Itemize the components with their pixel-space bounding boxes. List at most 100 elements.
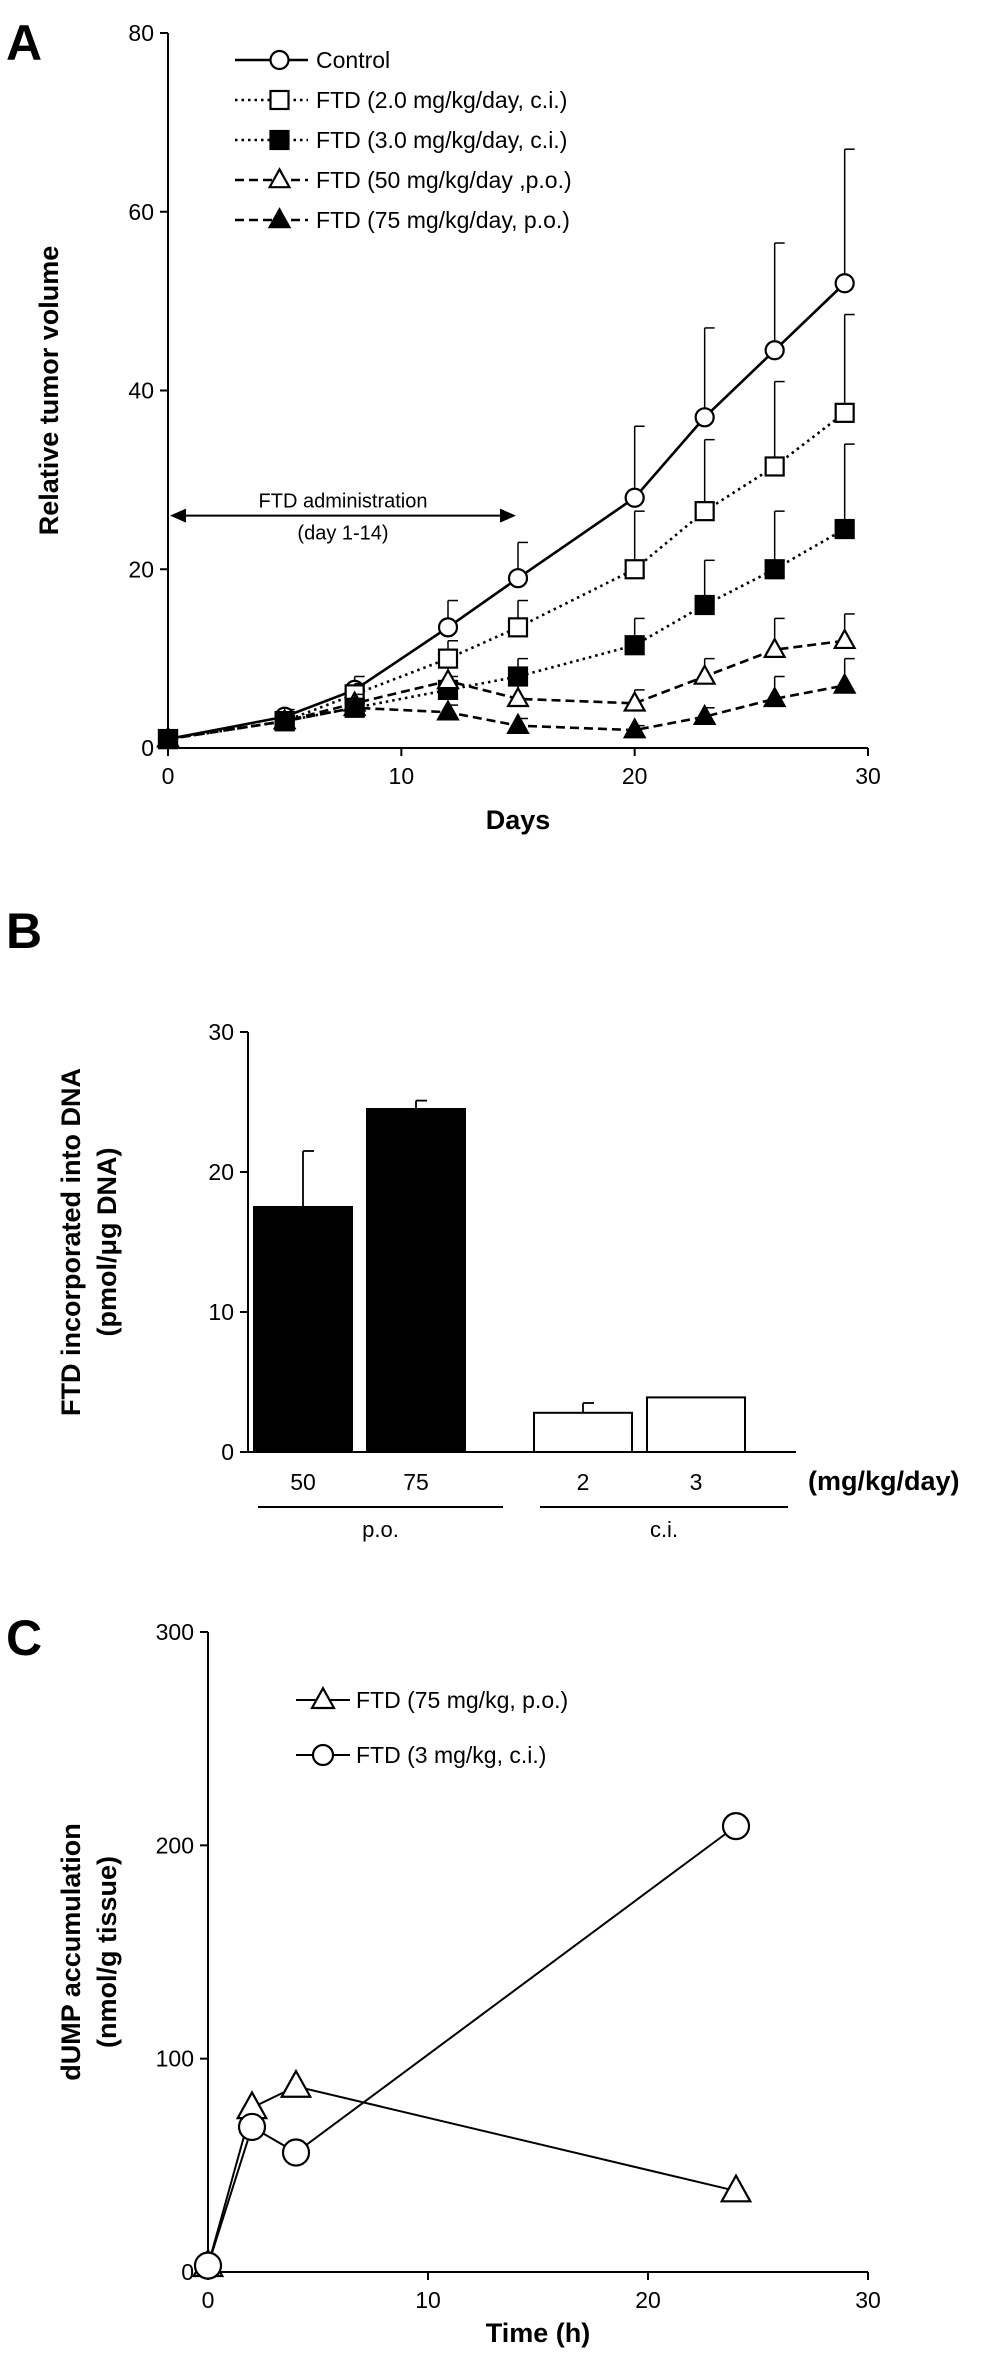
series-1 [191, 2068, 753, 2278]
bar [253, 1206, 353, 1453]
tumor-volume-line-chart: 0 20 40 60 80 0 10 20 30 Days Relative tumor volum… [34, 20, 881, 835]
y-tick-label: 60 [128, 199, 154, 225]
legend-label: FTD (3 mg/kg, c.i.) [356, 1742, 546, 1768]
bar [366, 1108, 466, 1453]
legend-entry-2: FTD (3 mg/kg, c.i.) [296, 1742, 546, 1768]
data-point [281, 2138, 311, 2167]
y-axis-title: FTD incorporated into DNA [56, 1068, 86, 1416]
y-tick-label: 300 [156, 1619, 194, 1645]
y-axis-subtitle: (nmol/g tissue) [92, 1856, 122, 2048]
y-tick-label: 200 [156, 1832, 194, 1858]
legend-entry-4: FTD (50 mg/kg/day ,p.o.) [235, 167, 572, 193]
x-axis-title: Time (h) [486, 2318, 591, 2348]
data-point [624, 559, 645, 580]
group-label: c.i. [650, 1517, 678, 1542]
series-2 [157, 313, 855, 750]
data-point [764, 559, 785, 580]
data-point [834, 518, 855, 540]
panel-letter-c: C [6, 1610, 42, 1666]
data-point [507, 568, 529, 589]
y-tick-label: 0 [181, 2259, 194, 2285]
data-point [624, 487, 645, 508]
category-label: 3 [690, 1469, 703, 1495]
legend-marker [267, 167, 292, 189]
annotation-arrow-head-left [170, 508, 186, 523]
legend-label: FTD (50 mg/kg/day ,p.o.) [316, 167, 572, 193]
y-tick-label: 0 [221, 1439, 234, 1465]
legend-marker [311, 1743, 335, 1767]
data-point [762, 636, 787, 658]
panel-letter-a: A [6, 15, 42, 71]
bar-1 [253, 1150, 353, 1453]
y-tick-label: 20 [208, 1159, 234, 1185]
x-tick-label: 10 [415, 2287, 441, 2313]
legend-entry-1: Control [235, 47, 390, 73]
annotation-sublabel: (day 1-14) [297, 523, 388, 545]
x-tick-label: 20 [635, 2287, 661, 2313]
legend-entry-1: FTD (75 mg/kg, p.o.) [296, 1685, 568, 1713]
series-4 [156, 613, 857, 748]
dump-accumulation-line-chart: 0 100 200 300 0 10 20 30 Time (h) dUMP accumulati… [56, 1619, 881, 2348]
data-point [272, 708, 297, 730]
data-point [437, 617, 459, 638]
unit-label: (mg/kg/day) [808, 1466, 960, 1496]
data-point [506, 712, 530, 734]
bar-2 [366, 1099, 466, 1453]
x-axis-title: Days [486, 805, 551, 835]
bar-4 [646, 1396, 746, 1454]
legend-label: Control [316, 47, 390, 73]
data-point [832, 672, 857, 694]
data-point [721, 1812, 751, 1841]
legend-marker [267, 207, 292, 229]
data-point [694, 501, 715, 522]
data-point [507, 666, 529, 687]
data-point [694, 594, 715, 616]
x-tick-label: 30 [855, 763, 881, 789]
series-5 [156, 657, 857, 748]
panel-letter-b: B [6, 903, 42, 959]
series-line [207, 1825, 737, 2266]
data-point [279, 2068, 313, 2098]
y-tick-label: 100 [156, 2046, 194, 2072]
group-label: p.o. [362, 1517, 399, 1542]
data-point [692, 663, 717, 685]
data-point [624, 635, 645, 656]
bar-3 [533, 1402, 633, 1454]
data-point [622, 690, 647, 712]
data-point [156, 726, 180, 748]
y-tick-label: 40 [128, 378, 154, 404]
series-line [167, 411, 846, 741]
category-label: 75 [403, 1469, 429, 1495]
data-point [342, 694, 367, 717]
data-point [622, 717, 647, 739]
x-tick-label: 0 [162, 763, 175, 789]
data-point [764, 456, 785, 477]
data-point [436, 699, 460, 721]
legend-marker [269, 129, 290, 151]
y-axis-title: Relative tumor volume [34, 246, 64, 536]
legend-entry-3: FTD (3.0 mg/kg/day, c.i.) [235, 127, 567, 153]
data-point [437, 648, 459, 669]
data-point [834, 273, 855, 294]
category-label: 2 [577, 1469, 590, 1495]
y-tick-label: 20 [128, 556, 154, 582]
series-2 [193, 1812, 751, 2280]
bar [646, 1396, 746, 1454]
data-point [694, 407, 715, 428]
legend-label: FTD (75 mg/kg, p.o.) [356, 1687, 568, 1713]
data-point [507, 617, 529, 638]
data-point [436, 668, 460, 690]
data-point [692, 703, 717, 726]
series-1 [157, 148, 855, 750]
x-tick-label: 30 [855, 2287, 881, 2313]
legend-label: FTD (3.0 mg/kg/day, c.i.) [316, 127, 567, 153]
y-axis-title: dUMP accumulation [56, 1823, 86, 2081]
series-line [167, 684, 845, 741]
x-tick-label: 10 [389, 763, 415, 789]
data-point [719, 2173, 753, 2203]
legend-entry-5: FTD (75 mg/kg/day, p.o.) [235, 207, 570, 233]
legend-marker [269, 89, 290, 111]
bar [533, 1411, 633, 1454]
y-tick-label: 30 [208, 1019, 234, 1045]
